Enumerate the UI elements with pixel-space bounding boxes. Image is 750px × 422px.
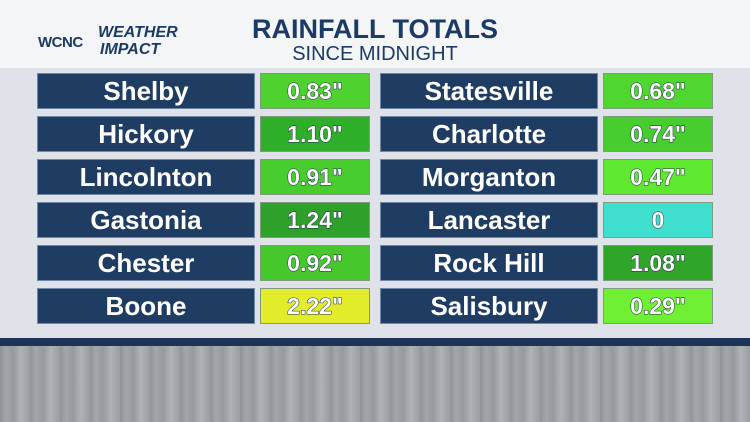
background-texture bbox=[0, 346, 750, 422]
rainfall-value: 0.29" bbox=[603, 288, 713, 324]
rainfall-value: 0.92" bbox=[260, 245, 370, 281]
logo-wcnc: WCNC bbox=[38, 34, 83, 51]
rainfall-value: 2.22" bbox=[260, 288, 370, 324]
rainfall-value: 0.83" bbox=[260, 73, 370, 109]
rainfall-value: 0 bbox=[603, 202, 713, 238]
subtitle: SINCE MIDNIGHT bbox=[292, 43, 458, 65]
rainfall-value: 0.68" bbox=[603, 73, 713, 109]
stripe bbox=[0, 338, 750, 346]
city-name: Charlotte bbox=[380, 116, 598, 152]
city-name: Hickory bbox=[37, 116, 255, 152]
city-name: Shelby bbox=[37, 73, 255, 109]
rainfall-value: 0.91" bbox=[260, 159, 370, 195]
rainfall-value: 0.47" bbox=[603, 159, 713, 195]
header: WCNC WEATHER IMPACT RAINFALL TOTALS SINC… bbox=[0, 0, 750, 68]
city-name: Statesville bbox=[380, 73, 598, 109]
city-name: Rock Hill bbox=[380, 245, 598, 281]
logo-weather: WEATHER bbox=[98, 24, 178, 41]
city-name: Gastonia bbox=[37, 202, 255, 238]
rainfall-value: 0.74" bbox=[603, 116, 713, 152]
city-name: Salisbury bbox=[380, 288, 598, 324]
city-name: Lincolnton bbox=[37, 159, 255, 195]
city-name: Boone bbox=[37, 288, 255, 324]
rainfall-value: 1.24" bbox=[260, 202, 370, 238]
logo: WCNC WEATHER IMPACT bbox=[38, 22, 198, 62]
title: RAINFALL TOTALS bbox=[252, 14, 498, 44]
logo-impact: IMPACT bbox=[100, 41, 161, 58]
rainfall-value: 1.10" bbox=[260, 116, 370, 152]
city-name: Chester bbox=[37, 245, 255, 281]
city-name: Morganton bbox=[380, 159, 598, 195]
city-name: Lancaster bbox=[380, 202, 598, 238]
rainfall-value: 1.08" bbox=[603, 245, 713, 281]
